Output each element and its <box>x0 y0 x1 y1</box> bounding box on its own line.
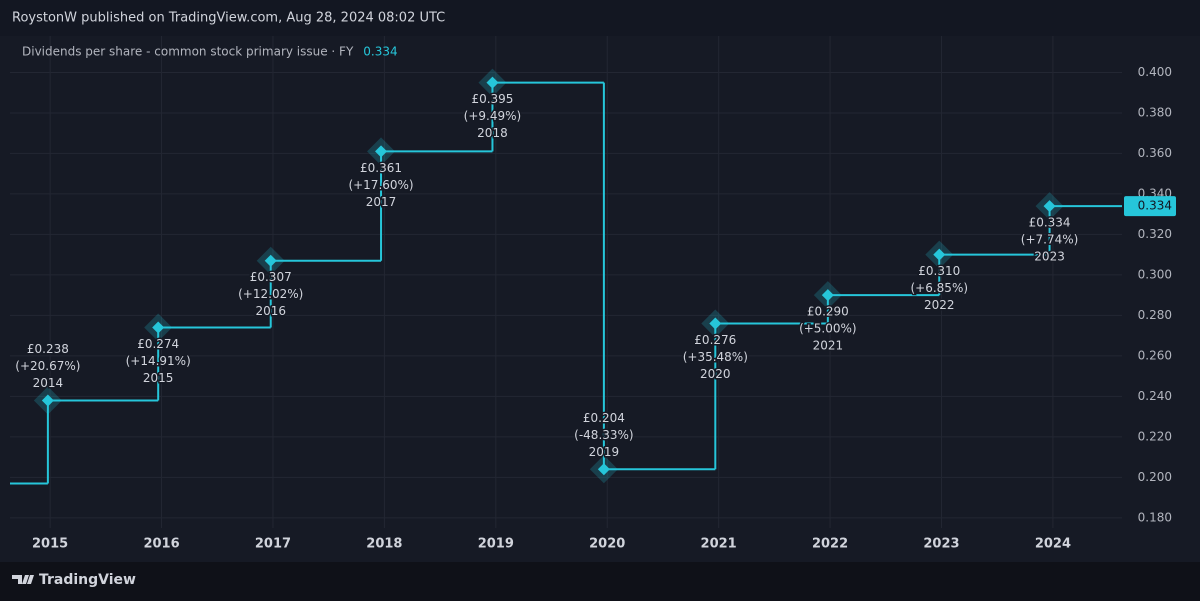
point-change-label: (+6.85%) <box>910 281 968 295</box>
x-tick-label: 2023 <box>923 537 959 552</box>
point-value-label: £0.395 <box>471 92 513 106</box>
point-change-label: (+12.02%) <box>238 287 303 301</box>
point-year-label: 2018 <box>477 126 508 140</box>
y-tick-label: 0.380 <box>1138 105 1172 119</box>
point-labels: £0.238 (+20.67%) 2014 £0.274 (+14.91%) 2015 £0… <box>14 91 1080 461</box>
x-tick-label: 2017 <box>255 537 291 552</box>
y-tick-label: 0.400 <box>1138 65 1172 79</box>
y-tick-label: 0.320 <box>1138 227 1172 241</box>
point-year-label: 2020 <box>700 367 731 381</box>
x-tick-label: 2019 <box>478 537 514 552</box>
x-tick-label: 2016 <box>143 537 179 552</box>
legend-series-name: Dividends per share - common stock prima… <box>22 45 354 59</box>
logo-icon <box>12 575 34 584</box>
x-tick-label: 2018 <box>366 537 402 552</box>
brand-name: TradingView <box>39 572 136 588</box>
legend-value: 0.334 <box>363 45 397 59</box>
point-change-label: (-48.33%) <box>574 428 633 442</box>
y-tick-label: 0.300 <box>1138 267 1172 281</box>
point-value-label: £0.307 <box>250 270 292 284</box>
point-change-label: (+5.00%) <box>799 322 857 336</box>
point-marker <box>152 321 165 334</box>
point-value-label: £0.204 <box>583 411 625 425</box>
point-marker <box>1043 200 1056 213</box>
x-tick-label: 2024 <box>1035 537 1071 552</box>
point-change-label: (+17.60%) <box>348 178 413 192</box>
point-change-label: (+9.49%) <box>464 109 522 123</box>
y-tick-label: 0.220 <box>1138 429 1172 443</box>
plot-background <box>0 36 1200 562</box>
point-marker <box>264 254 277 267</box>
footer-bar <box>0 562 1200 601</box>
y-tick-label: 0.280 <box>1138 308 1172 322</box>
point-change-label: (+14.91%) <box>126 354 191 368</box>
y-tick-label: 0.260 <box>1138 348 1172 362</box>
point-marker <box>486 76 499 89</box>
point-year-label: 2022 <box>924 298 955 312</box>
point-marker <box>375 145 388 158</box>
x-tick-label: 2021 <box>701 537 737 552</box>
x-tick-label: 2022 <box>812 537 848 552</box>
point-value-label: £0.361 <box>360 161 402 175</box>
x-tick-label: 2020 <box>589 537 625 552</box>
current-value-label: 0.334 <box>1138 199 1172 213</box>
point-value-label: £0.274 <box>137 337 179 351</box>
point-value-label: £0.290 <box>807 305 849 319</box>
point-value-label: £0.334 <box>1029 216 1071 230</box>
point-value-label: £0.276 <box>694 333 736 347</box>
point-year-label: 2014 <box>33 376 64 390</box>
y-tick-label: 0.360 <box>1138 146 1172 160</box>
point-year-label: 2015 <box>143 371 174 385</box>
published-text: RoystonW published on TradingView.com, A… <box>12 11 445 26</box>
y-tick-label: 0.240 <box>1138 389 1172 403</box>
point-marker <box>709 317 722 330</box>
point-year-label: 2023 <box>1034 250 1065 264</box>
point-marker <box>597 463 610 476</box>
point-value-label: £0.238 <box>27 342 69 356</box>
plot-area <box>10 68 1122 485</box>
point-year-label: 2021 <box>813 339 844 353</box>
point-change-label: (+7.74%) <box>1021 233 1079 247</box>
point-change-label: (+20.67%) <box>15 359 80 373</box>
point-marker <box>933 248 946 261</box>
grid <box>10 36 1122 528</box>
point-year-label: 2019 <box>589 445 620 459</box>
brand-logo: TradingView <box>12 572 136 588</box>
y-tick-label: 0.180 <box>1138 510 1172 524</box>
point-year-label: 2016 <box>255 304 286 318</box>
axes: 0.180 0.200 0.220 0.240 0.260 0.280 0.300 0.320… <box>32 65 1176 552</box>
point-year-label: 2017 <box>366 195 397 209</box>
x-tick-label: 2015 <box>32 537 68 552</box>
point-value-label: £0.310 <box>918 264 960 278</box>
point-change-label: (+35.48%) <box>683 350 748 364</box>
point-marker <box>41 394 54 407</box>
header-bar <box>0 0 1200 36</box>
point-marker <box>821 289 834 302</box>
legend: Dividends per share - common stock prima… <box>22 45 398 59</box>
y-tick-label: 0.200 <box>1138 470 1172 484</box>
current-value-badge <box>1124 196 1176 217</box>
